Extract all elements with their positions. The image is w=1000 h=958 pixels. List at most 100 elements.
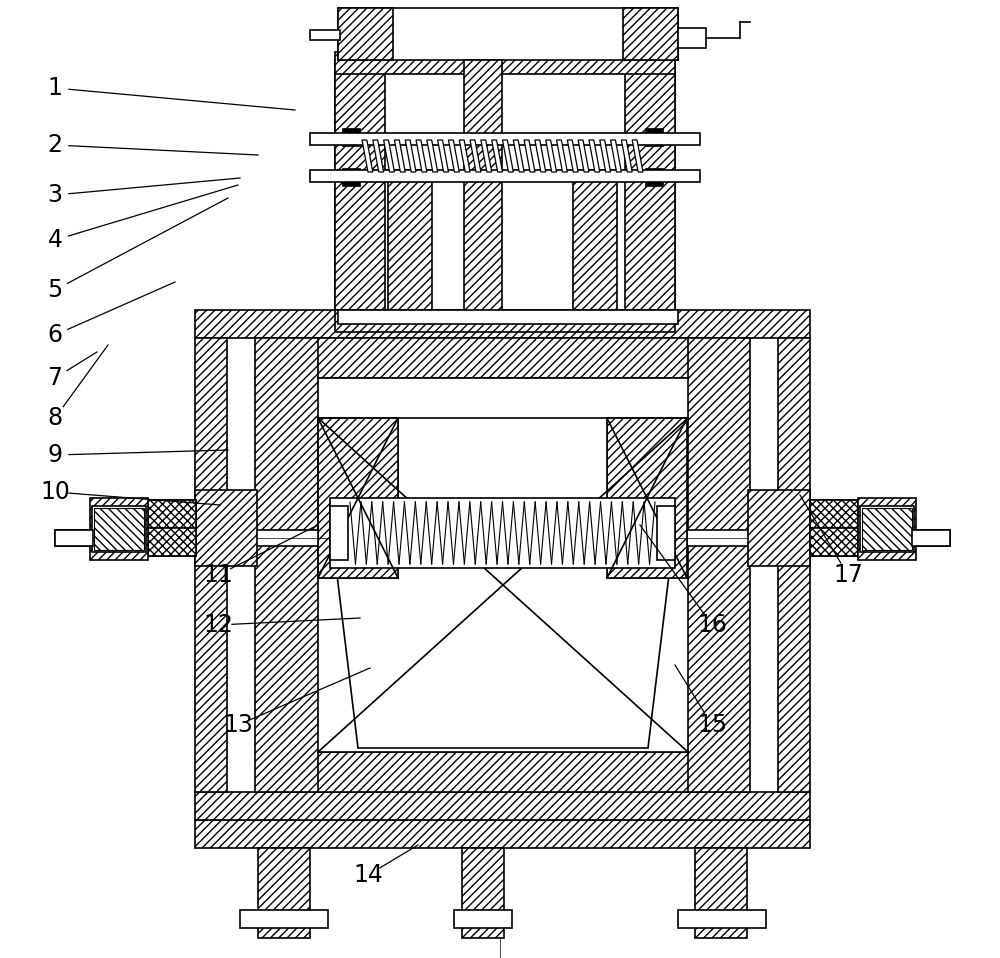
Polygon shape bbox=[535, 140, 546, 172]
Bar bbox=[335, 310, 675, 332]
Bar bbox=[318, 418, 398, 578]
Bar bbox=[607, 418, 687, 578]
Text: 7: 7 bbox=[48, 366, 62, 390]
Bar bbox=[342, 128, 360, 146]
Polygon shape bbox=[459, 140, 470, 172]
Text: 10: 10 bbox=[40, 480, 70, 504]
Bar bbox=[858, 498, 916, 560]
Bar bbox=[330, 506, 348, 560]
Bar bbox=[258, 848, 310, 938]
Text: 12: 12 bbox=[203, 613, 233, 637]
Polygon shape bbox=[524, 140, 535, 172]
Bar bbox=[310, 133, 700, 145]
Text: 9: 9 bbox=[48, 443, 62, 467]
Text: 4: 4 bbox=[48, 228, 62, 252]
Bar bbox=[255, 338, 320, 792]
Bar bbox=[335, 60, 385, 310]
Bar bbox=[148, 500, 196, 528]
Bar bbox=[148, 528, 196, 556]
Bar bbox=[195, 792, 810, 820]
Bar bbox=[195, 310, 810, 338]
Bar bbox=[55, 530, 950, 546]
Bar bbox=[148, 500, 196, 556]
Polygon shape bbox=[438, 140, 448, 172]
Bar bbox=[678, 28, 706, 48]
Bar bbox=[862, 508, 912, 550]
Bar bbox=[318, 338, 688, 378]
Bar bbox=[90, 498, 148, 560]
Text: 15: 15 bbox=[697, 713, 727, 737]
Polygon shape bbox=[384, 140, 394, 172]
Bar bbox=[310, 170, 700, 182]
Text: 5: 5 bbox=[47, 278, 63, 302]
Text: 14: 14 bbox=[353, 863, 383, 887]
Bar bbox=[645, 168, 663, 186]
Polygon shape bbox=[600, 140, 611, 172]
Bar bbox=[454, 910, 512, 928]
Text: 8: 8 bbox=[47, 406, 63, 430]
Polygon shape bbox=[513, 140, 524, 172]
Bar bbox=[810, 500, 858, 528]
Bar bbox=[335, 60, 675, 310]
Bar bbox=[685, 338, 750, 792]
Polygon shape bbox=[632, 140, 643, 172]
Polygon shape bbox=[448, 140, 459, 172]
Bar bbox=[195, 820, 810, 848]
Polygon shape bbox=[416, 140, 427, 172]
Bar bbox=[240, 910, 328, 928]
Bar bbox=[195, 338, 227, 792]
Bar bbox=[330, 498, 675, 568]
Polygon shape bbox=[362, 140, 373, 172]
Bar bbox=[195, 490, 257, 566]
Text: 6: 6 bbox=[48, 323, 62, 347]
Bar bbox=[912, 530, 950, 546]
Polygon shape bbox=[611, 140, 621, 172]
Bar bbox=[678, 910, 766, 928]
Polygon shape bbox=[394, 140, 405, 172]
Bar bbox=[462, 848, 504, 938]
Text: 2: 2 bbox=[48, 133, 62, 157]
Polygon shape bbox=[589, 140, 600, 172]
Bar bbox=[318, 378, 688, 752]
Bar bbox=[778, 338, 810, 792]
Bar bbox=[310, 30, 340, 40]
Bar bbox=[748, 490, 810, 566]
Text: 3: 3 bbox=[48, 183, 62, 207]
Text: 17: 17 bbox=[833, 563, 863, 587]
Polygon shape bbox=[578, 140, 589, 172]
Bar bbox=[657, 506, 675, 560]
Polygon shape bbox=[567, 140, 578, 172]
Bar bbox=[335, 52, 675, 74]
Bar bbox=[860, 506, 914, 552]
Bar bbox=[645, 128, 663, 146]
Polygon shape bbox=[470, 140, 481, 172]
Polygon shape bbox=[318, 418, 688, 748]
Text: 16: 16 bbox=[697, 613, 727, 637]
Bar bbox=[810, 528, 858, 556]
Polygon shape bbox=[427, 140, 438, 172]
Bar bbox=[607, 418, 687, 578]
Bar bbox=[92, 506, 146, 552]
Polygon shape bbox=[503, 140, 513, 172]
Polygon shape bbox=[546, 140, 557, 172]
Polygon shape bbox=[621, 140, 632, 172]
Bar bbox=[810, 500, 858, 556]
Bar bbox=[342, 168, 360, 186]
Bar bbox=[573, 170, 617, 310]
Polygon shape bbox=[373, 140, 384, 172]
Bar bbox=[318, 752, 688, 792]
Text: 13: 13 bbox=[223, 713, 253, 737]
Bar bbox=[464, 60, 502, 312]
Text: 11: 11 bbox=[203, 563, 233, 587]
Polygon shape bbox=[481, 140, 492, 172]
Bar bbox=[55, 530, 93, 546]
Polygon shape bbox=[492, 140, 503, 172]
Polygon shape bbox=[405, 140, 416, 172]
Bar bbox=[338, 310, 678, 324]
Text: 1: 1 bbox=[48, 76, 62, 100]
Bar bbox=[338, 8, 678, 60]
Bar bbox=[94, 508, 144, 550]
Polygon shape bbox=[557, 140, 567, 172]
Bar bbox=[338, 8, 393, 60]
Bar bbox=[695, 848, 747, 938]
